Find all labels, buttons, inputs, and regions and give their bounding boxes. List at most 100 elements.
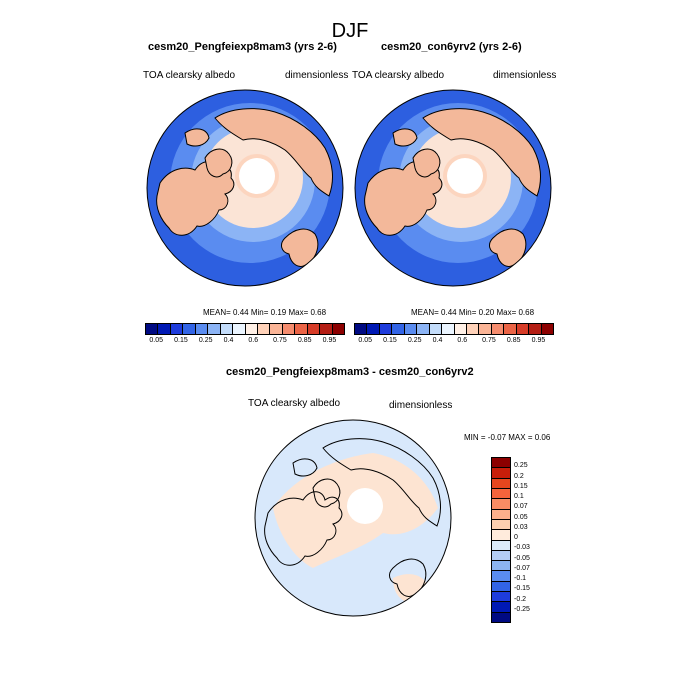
colorbar-tick-label: 0.15 bbox=[514, 482, 528, 490]
colorbar-tick-label: 0.4 bbox=[223, 337, 234, 344]
panel1-min-label: Min= bbox=[250, 308, 269, 317]
colorbar-tick-label: 0.2 bbox=[514, 472, 524, 480]
colorbar-swatch bbox=[295, 324, 308, 334]
colorbar-swatch bbox=[504, 324, 517, 334]
panel2-max: 0.68 bbox=[518, 308, 535, 317]
colorbar-tick-label: 0.05 bbox=[514, 513, 528, 521]
panel3-stats: MIN = -0.07 MAX = 0.06 bbox=[464, 433, 550, 442]
colorbar-swatch bbox=[492, 530, 510, 541]
colorbar-swatch bbox=[257, 324, 271, 334]
panel2-min: 0.20 bbox=[478, 308, 495, 317]
panel1-max-label: Max= bbox=[288, 308, 309, 317]
panel2-polar-map bbox=[354, 89, 552, 287]
colorbar-swatch bbox=[492, 488, 510, 500]
panel1-colorbar bbox=[145, 323, 345, 335]
colorbar-swatch bbox=[529, 324, 542, 334]
panel2-min-label: Min= bbox=[458, 308, 477, 317]
colorbar-swatch bbox=[492, 561, 510, 572]
land-mass bbox=[412, 148, 441, 178]
colorbar-swatch bbox=[454, 324, 467, 334]
panel2-title: cesm20_con6yrv2 (yrs 2-6) bbox=[381, 41, 522, 53]
colorbar-swatch bbox=[404, 324, 418, 334]
panel3-polar-map bbox=[254, 419, 452, 617]
colorbar-swatch bbox=[183, 324, 196, 334]
panel3-variable: TOA clearsky albedo bbox=[248, 398, 341, 409]
colorbar-swatch bbox=[146, 324, 159, 334]
colorbar-swatch bbox=[491, 324, 505, 334]
colorbar-tick-label: 0.1 bbox=[514, 493, 524, 500]
colorbar-swatch bbox=[379, 324, 393, 334]
colorbar-swatch bbox=[307, 324, 321, 334]
coastline bbox=[322, 438, 441, 527]
colorbar-swatch bbox=[492, 499, 510, 510]
colorbar-swatch bbox=[466, 324, 480, 334]
colorbar-tick-label: 0.25 bbox=[514, 462, 528, 470]
colorbar-swatch bbox=[367, 324, 380, 334]
colorbar-swatch bbox=[492, 468, 510, 479]
colorbar-swatch bbox=[492, 592, 510, 603]
panel3-max-label: MAX = bbox=[508, 433, 533, 442]
colorbar-swatch bbox=[170, 324, 184, 334]
colorbar-swatch bbox=[158, 324, 171, 334]
panel1-mean-label: MEAN= bbox=[203, 308, 231, 317]
colorbar-tick-label: 0.03 bbox=[514, 523, 528, 531]
panel3-colorbar-ticks: 0.25 0.2 0.15 0.1 0.07 0.05 0.03 0 -0.03 -0.05 -0.… bbox=[514, 457, 554, 621]
panel3-max: 0.06 bbox=[534, 433, 551, 442]
land-mass bbox=[364, 161, 443, 236]
colorbar-tick-label: 0.15 bbox=[383, 337, 397, 344]
land-mass bbox=[204, 148, 233, 178]
figure-title: DJF bbox=[331, 20, 369, 42]
map-border bbox=[354, 89, 552, 287]
colorbar-swatch bbox=[332, 324, 344, 334]
colorbar-tick-label: 0.6 bbox=[248, 337, 259, 344]
colorbar-swatch bbox=[429, 324, 443, 334]
panel2-max-label: Max= bbox=[496, 308, 517, 317]
panel1-stats: MEAN= 0.44 Min= 0.19 Max= 0.68 bbox=[203, 308, 326, 317]
colorbar-tick-label: 0.05 bbox=[149, 337, 163, 344]
map-border bbox=[254, 419, 452, 617]
coastline bbox=[264, 491, 343, 566]
colorbar-tick-label: 0 bbox=[514, 534, 518, 541]
coastline bbox=[292, 458, 318, 477]
colorbar-tick-label: -0.25 bbox=[514, 605, 530, 613]
colorbar-tick-label: 0.85 bbox=[506, 337, 521, 344]
panel1-polar-map bbox=[146, 89, 344, 287]
colorbar-swatch bbox=[492, 509, 510, 520]
colorbar-tick-label: 0.4 bbox=[432, 337, 443, 344]
colorbar-tick-label: -0.15 bbox=[514, 585, 530, 593]
panel2-units: dimensionless bbox=[493, 70, 557, 81]
panel2-colorbar-ticks: 0.05 0.15 0.25 0.4 0.6 0.75 0.85 0.95 bbox=[354, 337, 554, 347]
panel1-title: cesm20_Pengfeiexp8mam3 (yrs 2-6) bbox=[148, 41, 337, 53]
colorbar-tick-label: 0.75 bbox=[482, 337, 496, 344]
colorbar-tick-label: 0.05 bbox=[358, 337, 372, 344]
pole-mask bbox=[347, 488, 383, 524]
colorbar-tick-label: -0.07 bbox=[514, 564, 530, 572]
colorbar-swatch bbox=[492, 540, 510, 551]
colorbar-swatch bbox=[320, 324, 333, 334]
panel1-variable: TOA clearsky albedo bbox=[143, 70, 236, 81]
colorbar-tick-label: -0.1 bbox=[514, 575, 527, 582]
land-mass bbox=[214, 108, 333, 197]
colorbar-tick-label: 0.07 bbox=[514, 503, 528, 511]
colorbar-tick-label: 0.25 bbox=[198, 337, 213, 344]
colorbar-swatch bbox=[492, 612, 510, 622]
colorbar-swatch bbox=[282, 324, 296, 334]
panel2-variable: TOA clearsky albedo bbox=[352, 70, 445, 81]
colorbar-tick-label: -0.03 bbox=[514, 544, 530, 552]
colorbar-swatch bbox=[233, 324, 246, 334]
panel3-colorbar bbox=[491, 457, 511, 623]
colorbar-tick-label: 0.95 bbox=[322, 337, 337, 344]
panel3-min-label: MIN = bbox=[464, 433, 486, 442]
colorbar-swatch bbox=[245, 324, 258, 334]
panel2-mean: 0.44 bbox=[441, 308, 457, 317]
colorbar-tick-label: -0.2 bbox=[514, 595, 527, 603]
pole-mask bbox=[447, 158, 483, 194]
colorbar-swatch bbox=[208, 324, 221, 334]
colorbar-tick-label: 0.15 bbox=[174, 337, 188, 344]
colorbar-swatch bbox=[492, 602, 510, 613]
colorbar-tick-label: 0.85 bbox=[297, 337, 312, 344]
land-mass bbox=[422, 108, 541, 197]
map-border bbox=[146, 89, 344, 287]
colorbar-swatch bbox=[270, 324, 283, 334]
panel1-min: 0.19 bbox=[270, 308, 287, 317]
